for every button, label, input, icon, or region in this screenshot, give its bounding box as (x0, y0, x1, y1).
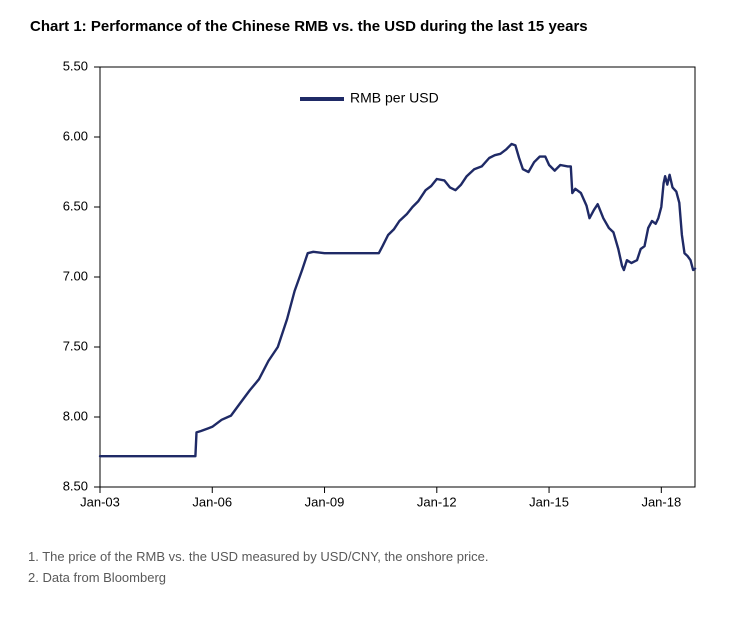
svg-text:7.50: 7.50 (63, 338, 88, 353)
svg-text:Jan-12: Jan-12 (417, 495, 457, 510)
svg-text:8.00: 8.00 (63, 408, 88, 423)
chart-title: Chart 1: Performance of the Chinese RMB … (30, 18, 716, 35)
svg-text:RMB per USD: RMB per USD (350, 90, 439, 106)
svg-text:6.00: 6.00 (63, 128, 88, 143)
footnotes: 1. The price of the RMB vs. the USD meas… (28, 547, 716, 589)
svg-text:6.50: 6.50 (63, 198, 88, 213)
chart-container: 5.50 6.00 6.50 7.00 7.50 8.00 8.50 Jan-03 Jan-06… (20, 45, 710, 535)
svg-text:Jan-03: Jan-03 (80, 495, 120, 510)
line-chart: 5.50 6.00 6.50 7.00 7.50 8.00 8.50 Jan-03 Jan-06… (20, 45, 710, 535)
svg-text:5.50: 5.50 (63, 58, 88, 73)
svg-text:Jan-15: Jan-15 (529, 495, 569, 510)
footnote-2: 2. Data from Bloomberg (28, 568, 716, 589)
svg-text:7.00: 7.00 (63, 268, 88, 283)
svg-text:8.50: 8.50 (63, 478, 88, 493)
svg-text:Jan-06: Jan-06 (192, 495, 232, 510)
svg-text:Jan-18: Jan-18 (641, 495, 681, 510)
svg-text:Jan-09: Jan-09 (305, 495, 345, 510)
footnote-1: 1. The price of the RMB vs. the USD meas… (28, 547, 716, 568)
